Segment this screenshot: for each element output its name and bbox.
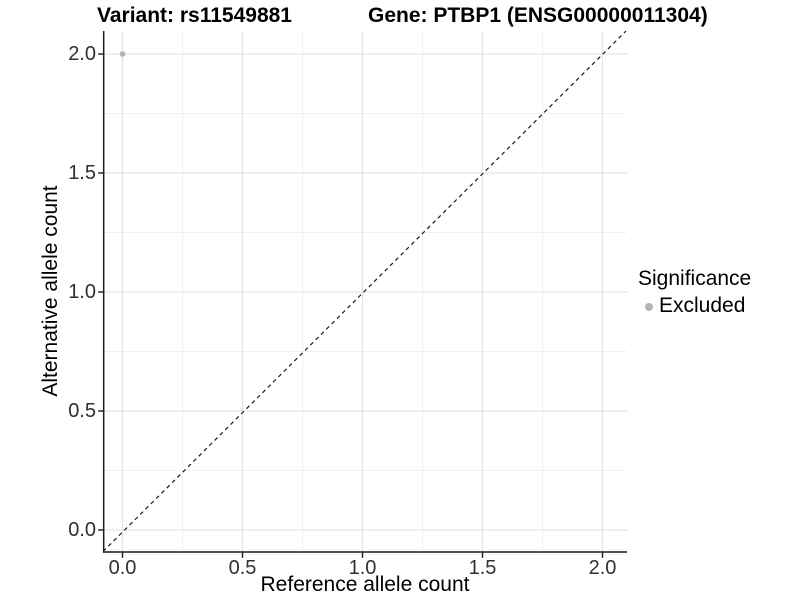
title-gene: Gene: PTBP1 (ENSG00000011304): [368, 4, 708, 27]
excluded-point-icon: [645, 303, 653, 311]
y-tick-label-0: 0.0: [68, 519, 96, 541]
title-variant: Variant: rs11549881: [97, 4, 292, 27]
x-tick-label-1: 0.5: [228, 557, 257, 579]
legend-item-label: Excluded: [659, 294, 746, 317]
y-tick-label-4: 2.0: [68, 43, 96, 65]
x-tick-label-3: 1.5: [468, 557, 497, 579]
x-axis-title: Reference allele count: [260, 573, 470, 596]
y-axis-title: Alternative allele count: [39, 185, 62, 397]
legend-item-excluded: Excluded: [638, 294, 751, 318]
x-tick-label-0: 0.0: [108, 557, 137, 579]
data-point-excluded: [119, 51, 126, 57]
x-tick-label-4: 2.0: [588, 557, 617, 579]
legend: Significance Excluded: [638, 266, 751, 318]
major-gridlines: [103, 31, 627, 552]
x-tick-label-2: 1.0: [348, 557, 377, 579]
y-tick-label-1: 0.5: [68, 400, 96, 422]
legend-title: Significance: [638, 267, 752, 290]
x-axis-ticks: [121, 552, 604, 558]
y-tick-label-2: 1.0: [68, 281, 96, 303]
identity-line: [102, 30, 627, 552]
y-tick-label-3: 1.5: [68, 162, 96, 184]
y-axis-ticks: [98, 53, 104, 531]
